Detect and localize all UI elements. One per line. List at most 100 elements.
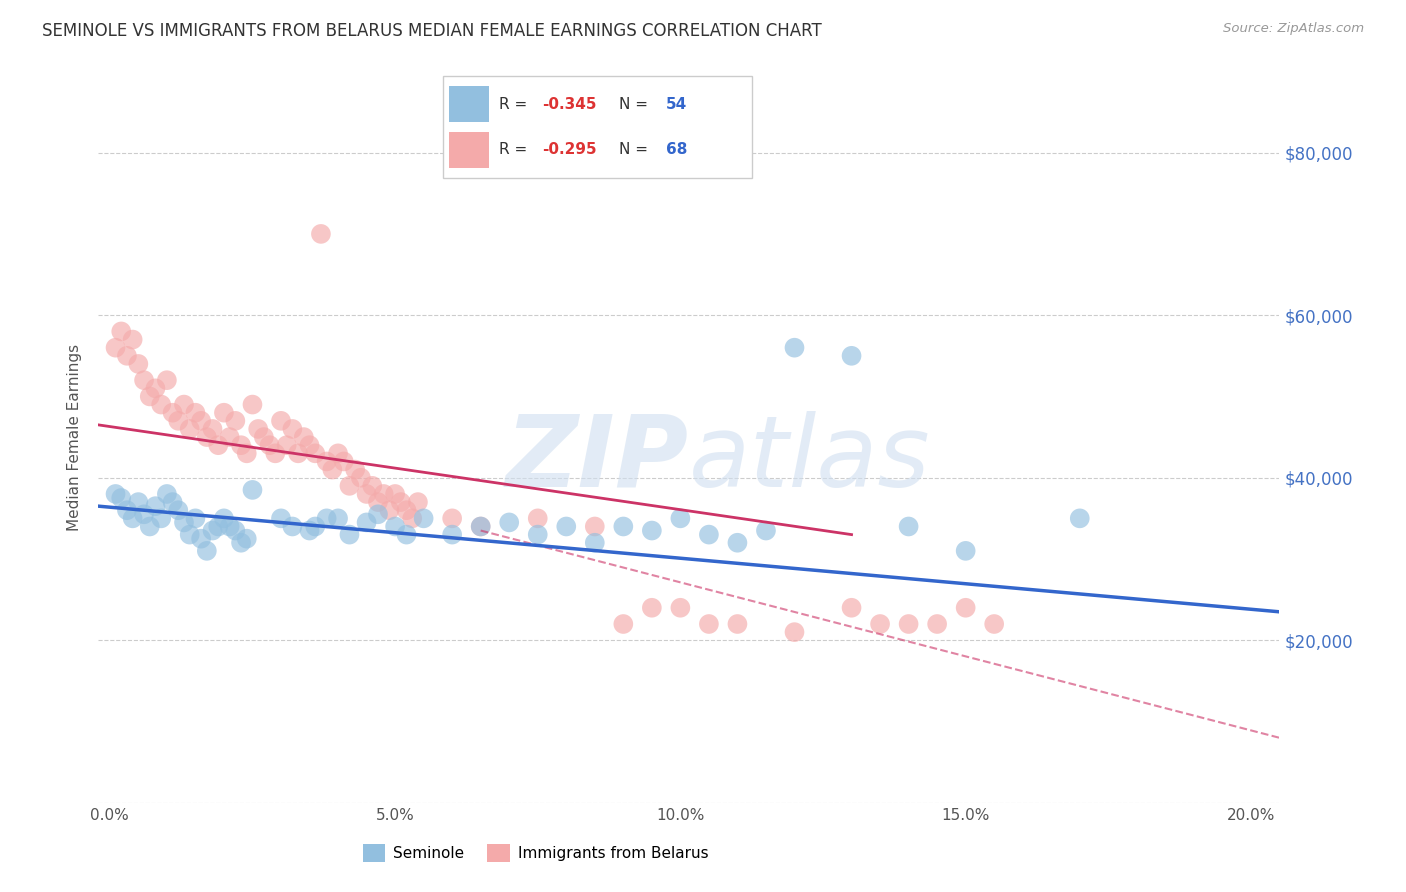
Point — [697, 617, 720, 632]
Point — [395, 527, 418, 541]
Point — [339, 479, 361, 493]
Point — [139, 389, 162, 403]
Point — [287, 446, 309, 460]
Point — [612, 617, 634, 632]
Point — [224, 414, 246, 428]
Point — [1069, 511, 1091, 525]
Point — [697, 527, 720, 541]
Point — [224, 524, 246, 538]
Text: N =: N = — [619, 97, 652, 112]
Point — [304, 519, 326, 533]
Point — [236, 446, 259, 460]
Point — [315, 454, 337, 468]
Point — [669, 600, 692, 615]
Point — [315, 511, 337, 525]
Point — [167, 414, 190, 428]
Point — [195, 430, 218, 444]
Point — [167, 503, 190, 517]
Point — [127, 357, 149, 371]
Point — [173, 398, 195, 412]
Point — [783, 341, 806, 355]
FancyBboxPatch shape — [449, 132, 489, 168]
Text: R =: R = — [499, 142, 531, 157]
Point — [115, 349, 138, 363]
Point — [583, 519, 606, 533]
Text: R =: R = — [499, 97, 531, 112]
FancyBboxPatch shape — [443, 76, 752, 178]
Point — [184, 511, 207, 525]
Point — [179, 422, 201, 436]
Text: 68: 68 — [665, 142, 688, 157]
Point — [583, 535, 606, 549]
Point — [309, 227, 332, 241]
Point — [110, 325, 132, 339]
Text: -0.345: -0.345 — [541, 97, 596, 112]
Point — [281, 519, 304, 533]
Point — [927, 617, 949, 632]
Point — [526, 511, 548, 525]
Point — [441, 527, 464, 541]
Text: 54: 54 — [665, 97, 688, 112]
Point — [406, 495, 429, 509]
Point — [641, 524, 664, 538]
Point — [121, 511, 143, 525]
Point — [104, 341, 127, 355]
Point — [145, 499, 167, 513]
Point — [612, 519, 634, 533]
Point — [207, 519, 229, 533]
Point — [281, 422, 304, 436]
Point — [298, 524, 321, 538]
Point — [173, 516, 195, 530]
Point — [184, 406, 207, 420]
Text: SEMINOLE VS IMMIGRANTS FROM BELARUS MEDIAN FEMALE EARNINGS CORRELATION CHART: SEMINOLE VS IMMIGRANTS FROM BELARUS MEDI… — [42, 22, 823, 40]
Point — [264, 446, 287, 460]
Point — [162, 406, 184, 420]
Point — [229, 438, 252, 452]
Point — [332, 454, 354, 468]
Point — [897, 519, 920, 533]
Point — [190, 414, 212, 428]
Point — [955, 600, 977, 615]
Point — [207, 438, 229, 452]
Point — [384, 487, 406, 501]
Text: Source: ZipAtlas.com: Source: ZipAtlas.com — [1223, 22, 1364, 36]
Point — [725, 535, 748, 549]
Point — [361, 479, 384, 493]
Point — [350, 471, 373, 485]
Point — [236, 532, 259, 546]
Point — [145, 381, 167, 395]
Point — [150, 511, 173, 525]
Point — [321, 462, 343, 476]
Point — [229, 535, 252, 549]
Point — [259, 438, 281, 452]
FancyBboxPatch shape — [449, 87, 489, 122]
Point — [212, 406, 235, 420]
Point — [139, 519, 162, 533]
Point — [869, 617, 891, 632]
Point — [470, 519, 492, 533]
Point — [401, 511, 423, 525]
Point — [156, 373, 179, 387]
Point — [841, 600, 863, 615]
Point — [526, 527, 548, 541]
Point — [384, 519, 406, 533]
Text: ZIP: ZIP — [506, 410, 689, 508]
Point — [218, 430, 240, 444]
Point — [326, 511, 349, 525]
Point — [755, 524, 778, 538]
Point — [247, 422, 270, 436]
Point — [242, 398, 264, 412]
Point — [356, 487, 378, 501]
Point — [298, 438, 321, 452]
Text: N =: N = — [619, 142, 652, 157]
Point — [983, 617, 1005, 632]
Point — [190, 532, 212, 546]
Point — [253, 430, 276, 444]
Point — [339, 527, 361, 541]
Point — [555, 519, 578, 533]
Point — [955, 544, 977, 558]
Point — [356, 516, 378, 530]
Text: atlas: atlas — [689, 410, 931, 508]
Point — [498, 516, 520, 530]
Point — [276, 438, 298, 452]
